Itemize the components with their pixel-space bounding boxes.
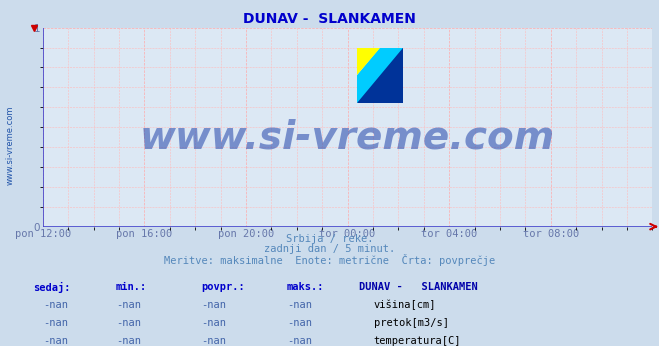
Text: sedaj:: sedaj: [33,282,71,293]
Text: www.si-vreme.com: www.si-vreme.com [5,106,14,185]
Text: DUNAV -   SLANKAMEN: DUNAV - SLANKAMEN [359,282,478,292]
Polygon shape [357,47,380,75]
Text: -nan: -nan [202,336,227,346]
Text: -nan: -nan [116,318,141,328]
Text: -nan: -nan [43,318,69,328]
Text: -nan: -nan [202,300,227,310]
Text: -nan: -nan [43,336,69,346]
Text: www.si-vreme.com: www.si-vreme.com [140,118,556,156]
Polygon shape [357,47,403,103]
Text: -nan: -nan [43,300,69,310]
Text: pretok[m3/s]: pretok[m3/s] [374,318,449,328]
Text: Meritve: maksimalne  Enote: metrične  Črta: povprečje: Meritve: maksimalne Enote: metrične Črta… [164,254,495,266]
Text: maks.:: maks.: [287,282,324,292]
Text: Srbija / reke.: Srbija / reke. [286,234,373,244]
Text: višina[cm]: višina[cm] [374,300,436,310]
Text: min.:: min.: [115,282,146,292]
Text: -nan: -nan [116,300,141,310]
Polygon shape [357,47,403,103]
Text: -nan: -nan [287,300,312,310]
Text: -nan: -nan [116,336,141,346]
Text: -nan: -nan [202,318,227,328]
Text: povpr.:: povpr.: [201,282,244,292]
Text: -nan: -nan [287,318,312,328]
Text: temperatura[C]: temperatura[C] [374,336,461,346]
Text: DUNAV -  SLANKAMEN: DUNAV - SLANKAMEN [243,12,416,26]
Text: zadnji dan / 5 minut.: zadnji dan / 5 minut. [264,244,395,254]
Text: -nan: -nan [287,336,312,346]
